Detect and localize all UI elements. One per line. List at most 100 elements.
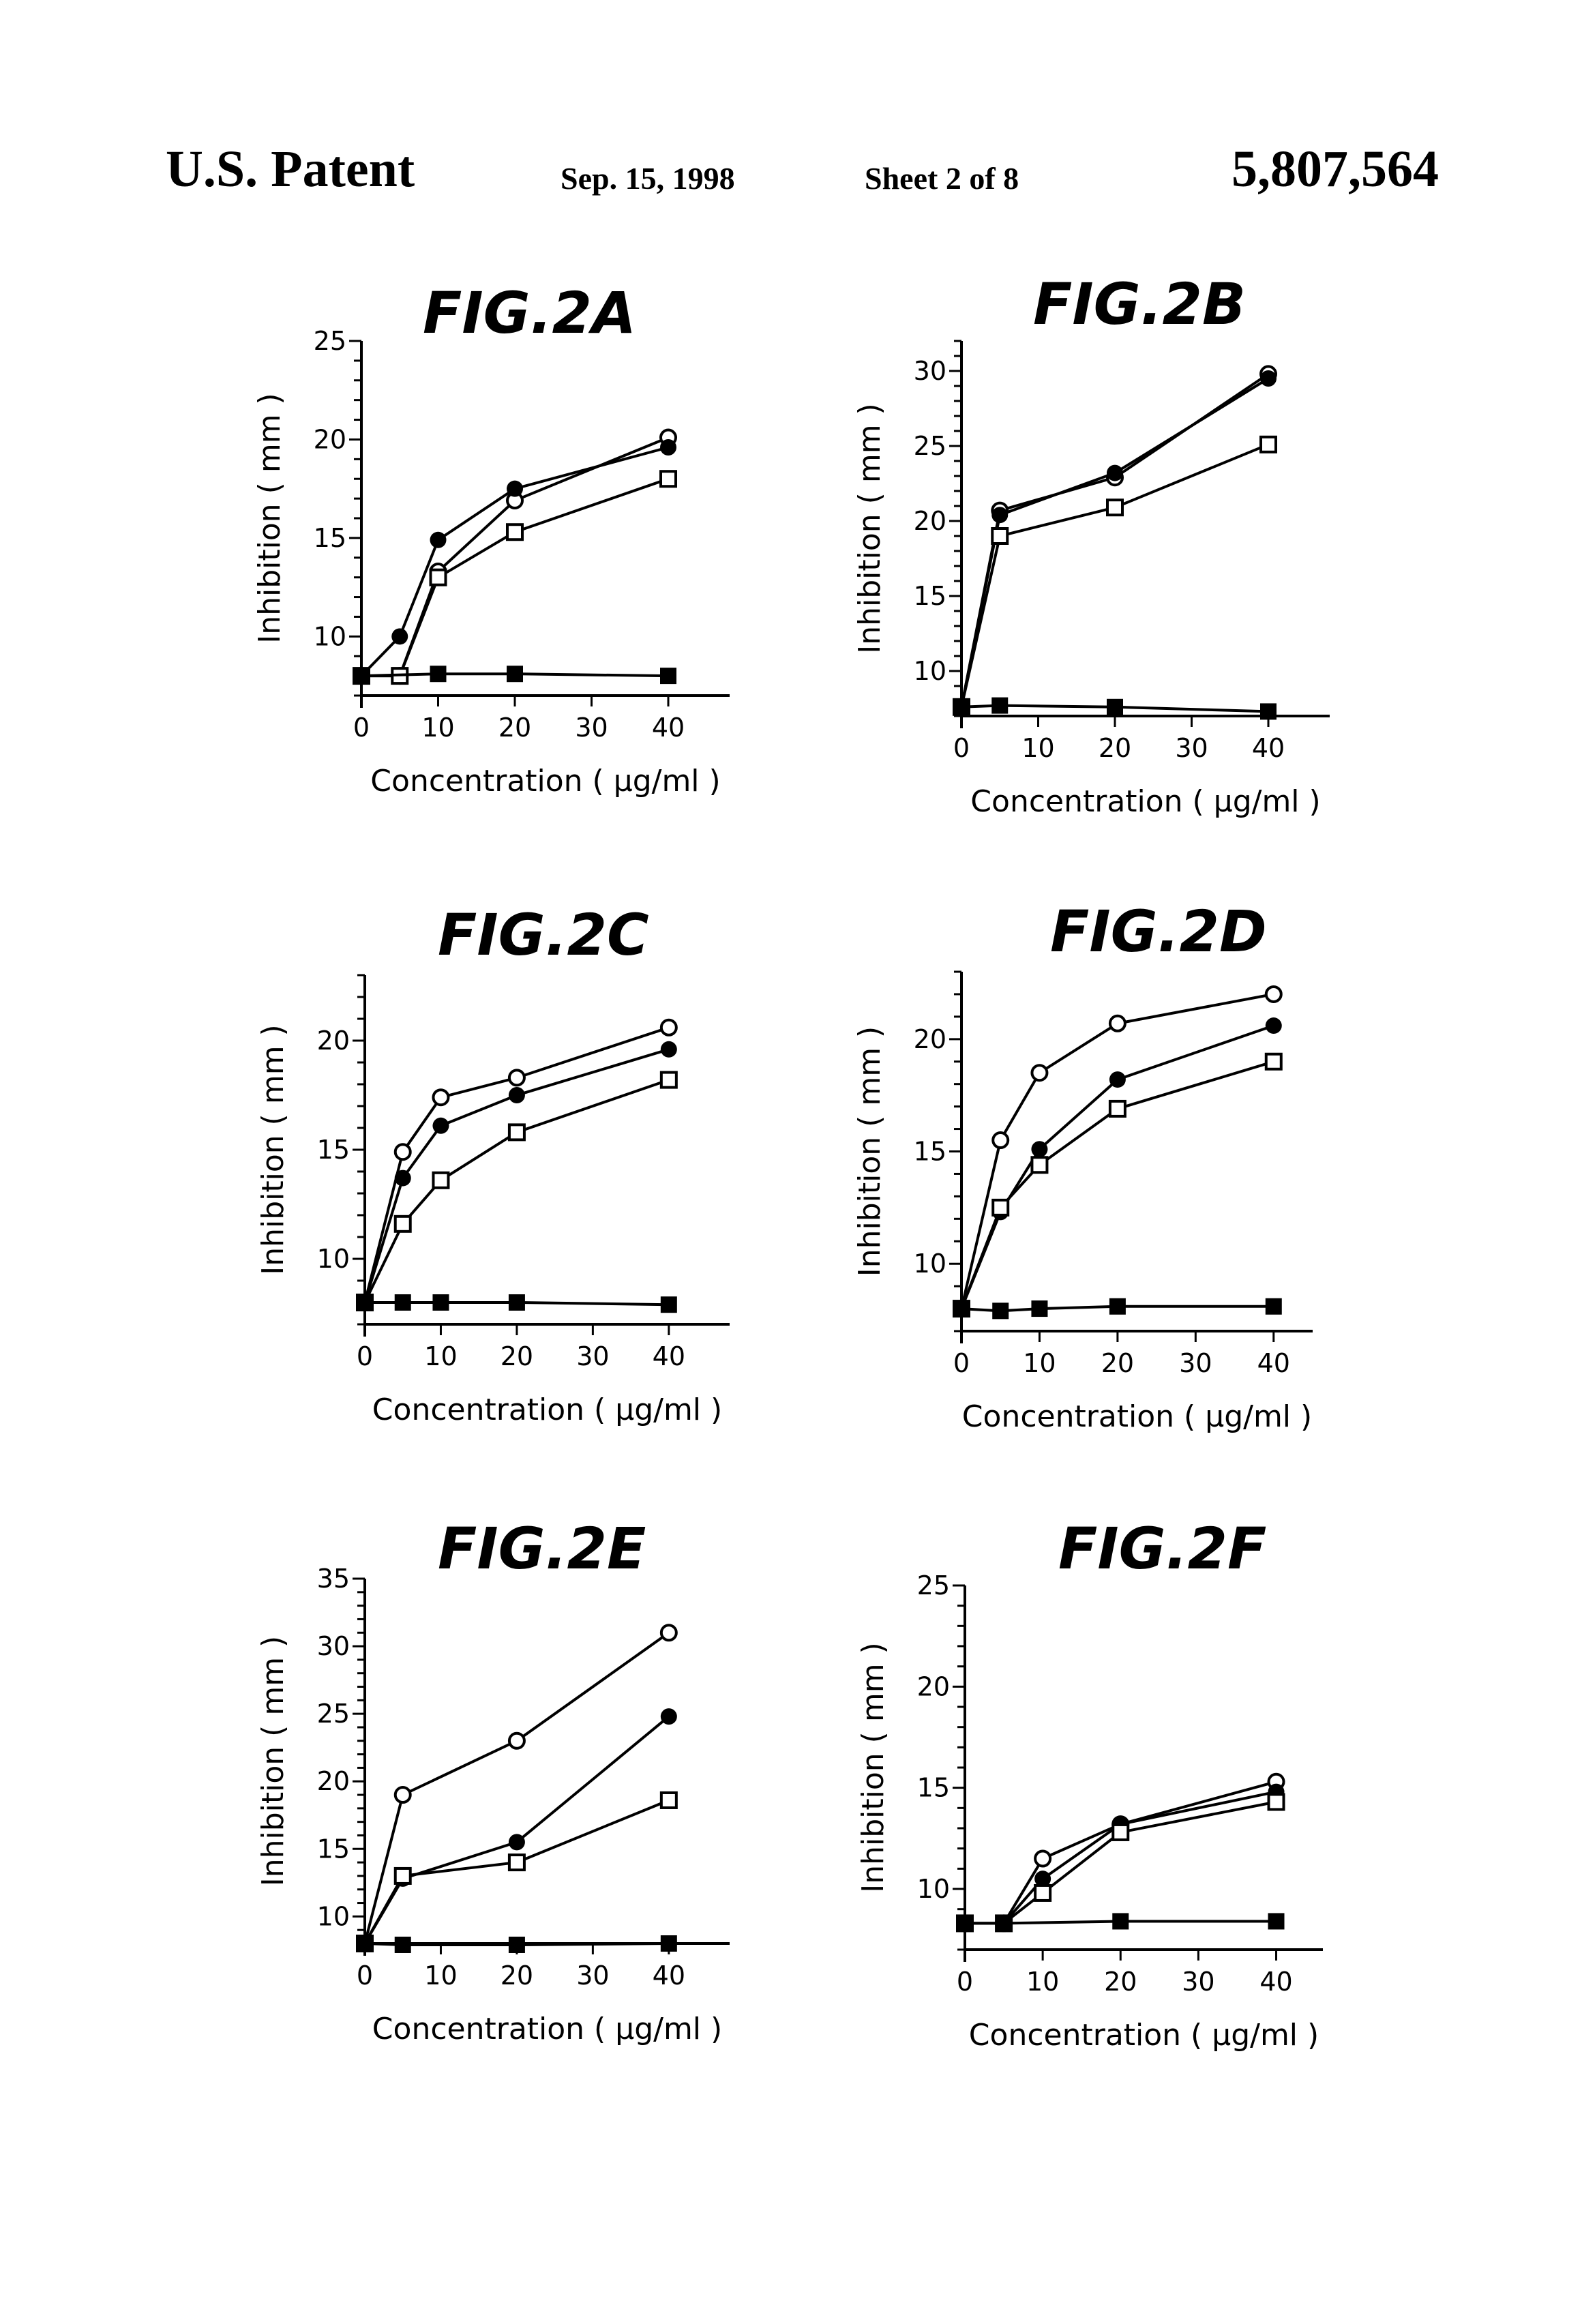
chart-title: FIG.2B bbox=[1033, 271, 1246, 338]
open-square-point bbox=[1107, 500, 1122, 515]
open-circle-point bbox=[509, 1733, 524, 1748]
x-tick-label: 10 bbox=[1021, 733, 1054, 763]
filled-square-point bbox=[991, 698, 1008, 714]
chart-panel-4: FIG.2D101520010203040Concentration ( μg/… bbox=[852, 898, 1313, 1434]
filled-circle-point bbox=[395, 1170, 411, 1187]
x-axis-label: Concentration ( μg/ml ) bbox=[962, 1399, 1312, 1434]
series-line bbox=[965, 1782, 1277, 1924]
filled-square-point bbox=[1107, 699, 1123, 715]
open-circle-point bbox=[661, 1625, 676, 1640]
open-circle-point bbox=[1035, 1851, 1050, 1866]
y-tick-label: 10 bbox=[317, 1901, 350, 1931]
y-tick-label: 15 bbox=[314, 523, 346, 553]
open-square-point bbox=[1032, 1157, 1047, 1172]
x-tick-label: 10 bbox=[424, 1961, 457, 1991]
open-square-point bbox=[992, 528, 1007, 543]
chart-title: FIG.2A bbox=[423, 280, 636, 346]
x-tick-label: 20 bbox=[1104, 1967, 1137, 1997]
open-circle-point bbox=[509, 1070, 524, 1085]
x-tick-label: 40 bbox=[653, 1341, 685, 1371]
open-circle-point bbox=[395, 1787, 411, 1802]
series-line bbox=[961, 1026, 1274, 1309]
series-filled-circle bbox=[957, 1784, 1285, 1932]
open-square-point bbox=[661, 1073, 676, 1088]
filled-circle-point bbox=[509, 1087, 525, 1103]
y-tick-label: 25 bbox=[914, 431, 946, 461]
y-tick-label: 15 bbox=[917, 1773, 950, 1803]
series-open-circle bbox=[357, 1020, 676, 1310]
filled-circle-point bbox=[1031, 1141, 1047, 1157]
filled-square-point bbox=[661, 1935, 677, 1952]
series-filled-circle bbox=[953, 1017, 1282, 1317]
open-square-point bbox=[395, 1868, 411, 1883]
x-tick-label: 40 bbox=[1252, 733, 1285, 763]
y-tick-label: 20 bbox=[917, 1671, 950, 1701]
filled-square-point bbox=[395, 1937, 411, 1953]
series-open-square bbox=[957, 1794, 1284, 1931]
chart-panel-5: FIG.2E101520253035010203040Concentration… bbox=[256, 1515, 730, 2046]
x-tick-label: 40 bbox=[1259, 1967, 1292, 1997]
open-square-point bbox=[993, 1200, 1008, 1215]
filled-circle-point bbox=[661, 1041, 677, 1058]
x-tick-label: 40 bbox=[1257, 1348, 1290, 1378]
chart-panel-6: FIG.2F10152025010203040Concentration ( μ… bbox=[856, 1515, 1323, 2053]
open-square-point bbox=[431, 570, 446, 585]
y-tick-label: 20 bbox=[317, 1766, 350, 1796]
open-square-point bbox=[1110, 1101, 1125, 1116]
filled-square-point bbox=[1031, 1300, 1047, 1317]
x-tick-label: 0 bbox=[357, 1341, 373, 1371]
y-tick-label: 15 bbox=[914, 581, 946, 611]
figure-sheet: FIG.2A 10 15 20 25 0 10 20 30 40 Concentration ( μ… bbox=[0, 0, 1582, 2324]
open-square-point bbox=[1113, 1825, 1128, 1840]
filled-circle-point bbox=[509, 1834, 525, 1850]
x-tick-label: 30 bbox=[1175, 733, 1208, 763]
chart-panel-2: FIG.2B1015202530010203040Concentration (… bbox=[852, 271, 1330, 819]
y-tick-label: 20 bbox=[914, 1024, 946, 1054]
filled-square-point bbox=[996, 1915, 1012, 1931]
filled-circle-point bbox=[1107, 465, 1123, 481]
series-open-square bbox=[954, 1054, 1281, 1316]
y-tick-label: 35 bbox=[317, 1564, 350, 1594]
y-axis-label: Inhibition ( mm ) bbox=[256, 1024, 290, 1275]
x-tick-label: 0 bbox=[953, 1348, 970, 1378]
x-axis-label: Concentration ( μg/ml ) bbox=[372, 2012, 722, 2046]
y-tick-label: 15 bbox=[914, 1137, 946, 1167]
filled-square-point bbox=[507, 666, 523, 682]
y-tick-label: 25 bbox=[317, 1699, 350, 1729]
x-tick-label: 10 bbox=[424, 1341, 457, 1371]
filled-circle-point bbox=[991, 507, 1008, 523]
filled-square-point bbox=[1268, 1913, 1285, 1929]
series-filled-circle bbox=[353, 439, 676, 684]
x-tick-label: 20 bbox=[498, 713, 531, 743]
filled-square-point bbox=[992, 1302, 1009, 1319]
series-filled-square bbox=[957, 1913, 1285, 1931]
series-open-circle bbox=[357, 1625, 676, 1951]
x-axis-label: Concentration ( μg/ml ) bbox=[970, 784, 1320, 819]
series-filled-square bbox=[357, 1935, 677, 1953]
filled-square-point bbox=[661, 1296, 677, 1313]
open-square-point bbox=[1261, 437, 1276, 452]
series-filled-square bbox=[357, 1294, 677, 1313]
y-axis-label: Inhibition ( mm ) bbox=[852, 403, 887, 653]
x-tick-label: 40 bbox=[652, 713, 685, 743]
open-circle-point bbox=[661, 1020, 676, 1035]
chart-panel-1: FIG.2A10152025010203040Concentration ( μ… bbox=[252, 280, 730, 799]
open-square-point bbox=[509, 1124, 524, 1139]
chart-title: FIG.2D bbox=[1050, 898, 1267, 965]
y-tick-label: 10 bbox=[914, 656, 946, 686]
filled-circle-point bbox=[661, 1708, 677, 1725]
y-tick-label: 20 bbox=[914, 506, 946, 536]
open-circle-point bbox=[1266, 987, 1281, 1002]
filled-circle-point bbox=[507, 481, 523, 497]
y-tick-label: 25 bbox=[917, 1570, 950, 1600]
open-square-point bbox=[507, 524, 522, 539]
filled-circle-point bbox=[1260, 370, 1277, 387]
filled-square-point bbox=[432, 1294, 449, 1311]
y-tick-label: 20 bbox=[314, 424, 346, 454]
open-circle-point bbox=[1032, 1065, 1047, 1080]
x-tick-label: 30 bbox=[575, 713, 608, 743]
x-tick-label: 20 bbox=[501, 1961, 533, 1991]
filled-circle-point bbox=[432, 1118, 449, 1134]
filled-circle-point bbox=[430, 532, 447, 548]
open-circle-point bbox=[993, 1133, 1008, 1148]
